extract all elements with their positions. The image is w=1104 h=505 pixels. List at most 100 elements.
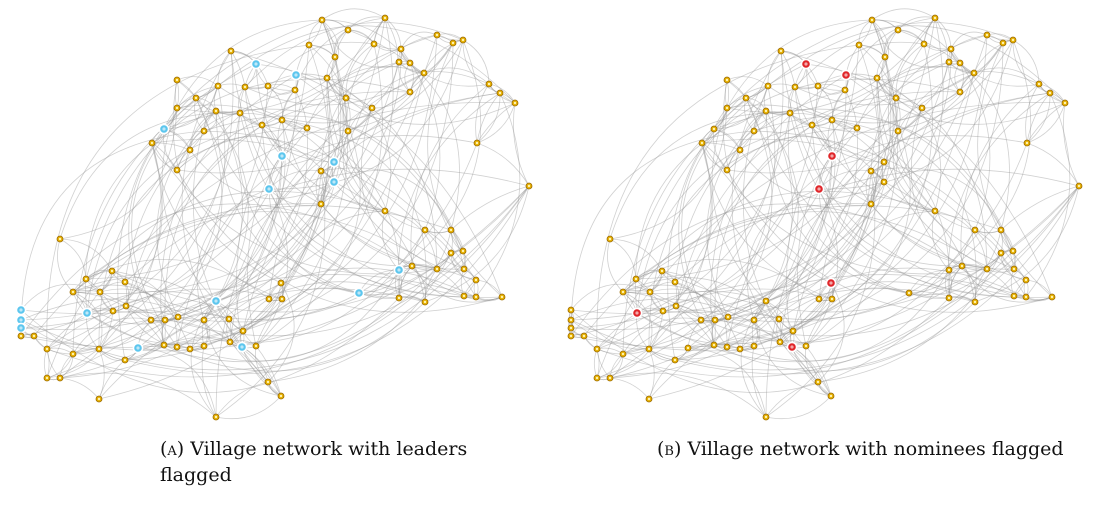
node-center: [238, 111, 242, 115]
network-edge: [570, 297, 950, 393]
network-edge: [950, 34, 988, 50]
node-center: [922, 42, 926, 46]
network-edge: [476, 102, 516, 144]
network-edge: [371, 17, 399, 109]
network-edge: [268, 91, 411, 300]
network-edge: [476, 102, 516, 144]
network-edge: [1026, 92, 1051, 144]
node-center: [188, 347, 192, 351]
network-edge: [636, 124, 813, 314]
network-edge: [320, 203, 465, 270]
node-center: [726, 315, 730, 319]
network-edge: [230, 50, 503, 298]
network-edge: [973, 67, 1040, 85]
network-edge: [726, 79, 799, 321]
network-edge: [871, 19, 961, 68]
node-center: [266, 84, 270, 88]
node-center: [791, 329, 795, 333]
node-center: [267, 187, 271, 191]
network-edge: [635, 97, 897, 280]
network-edge: [281, 119, 427, 303]
network-edge: [163, 313, 230, 346]
network-edge: [347, 16, 386, 31]
node-center: [150, 141, 154, 145]
network-edge: [648, 288, 976, 400]
node-center: [227, 317, 231, 321]
network-edge: [596, 142, 713, 350]
network-edge: [462, 39, 490, 85]
network-edge: [411, 265, 426, 303]
node-center: [673, 358, 677, 362]
network-edge: [398, 39, 482, 271]
network-edge: [674, 89, 846, 283]
network-edge: [726, 169, 1053, 313]
caption-tag-a: (a): [160, 438, 185, 460]
node-center: [608, 237, 612, 241]
node-center: [647, 397, 651, 401]
network-edge: [371, 91, 411, 109]
network-edge: [897, 16, 936, 31]
node-center: [319, 202, 323, 206]
network-edge: [681, 85, 769, 348]
caption-text-a: Village network with leaders flagged: [160, 438, 468, 486]
network-edge: [726, 113, 833, 171]
network-edge: [475, 92, 521, 298]
network-edge: [20, 283, 101, 311]
network-edge: [811, 124, 963, 267]
network-edge: [609, 274, 1027, 379]
panel-leaders: [0, 0, 552, 430]
node-center: [830, 154, 834, 158]
node-center: [875, 76, 879, 80]
network-edge: [973, 42, 1004, 74]
leader-nodes: [15, 14, 533, 421]
network-edge: [1000, 252, 1027, 281]
network-edge: [72, 205, 452, 293]
network-edge: [59, 112, 241, 240]
network-edge: [229, 72, 425, 343]
network-edge: [450, 185, 530, 231]
network-edge: [713, 313, 780, 346]
node-center: [896, 129, 900, 133]
network-edge: [20, 107, 373, 330]
network-edge: [674, 265, 963, 320]
node-center: [764, 299, 768, 303]
node-center: [725, 345, 729, 349]
network-edge: [765, 381, 819, 418]
network-edge: [786, 34, 988, 348]
network-edge: [805, 19, 899, 347]
node-center: [194, 96, 198, 100]
node-center: [894, 96, 898, 100]
network-edge: [20, 298, 269, 383]
node-center: [673, 280, 677, 284]
network-edge: [649, 185, 1080, 337]
network-edge: [767, 25, 1066, 104]
network-edge: [255, 77, 361, 347]
network-edge: [411, 229, 426, 267]
node-center: [1063, 101, 1067, 105]
network-edge: [959, 62, 1040, 87]
network-edge: [281, 119, 438, 270]
network-edge: [714, 203, 872, 321]
node-center: [58, 376, 62, 380]
network-edge: [124, 281, 166, 346]
node-center: [19, 326, 23, 330]
network-edge: [726, 135, 1028, 348]
network-edge: [20, 319, 166, 350]
network-edge: [831, 119, 977, 303]
network-edge: [85, 97, 347, 280]
network-edge: [163, 85, 219, 130]
network-edge: [701, 142, 728, 171]
network-edge: [239, 112, 477, 298]
node-center: [829, 394, 833, 398]
network-edge: [46, 85, 226, 379]
node-center: [621, 352, 625, 356]
network-edge: [818, 188, 910, 294]
node-center: [399, 47, 403, 51]
node-center: [370, 106, 374, 110]
network-edge: [811, 39, 1014, 133]
node-center: [397, 296, 401, 300]
node-center: [136, 346, 140, 350]
node-center: [793, 85, 797, 89]
network-edge: [400, 48, 441, 231]
network-edge: [267, 252, 452, 383]
